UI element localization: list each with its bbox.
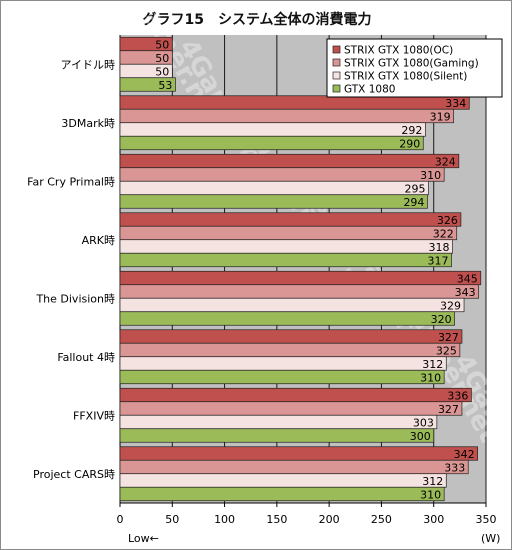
category-label: The Division時 <box>35 292 115 305</box>
bar <box>119 297 465 313</box>
bars: 5050505333431929229032431029529432632231… <box>119 36 482 502</box>
category-label: Project CARS時 <box>33 468 115 481</box>
legend-box <box>326 38 503 98</box>
bar-value-label: 322 <box>433 227 454 240</box>
bar-value-label: 50 <box>155 52 169 65</box>
tick-label: 200 <box>319 513 340 526</box>
legend-label: GTX 1080 <box>344 84 395 96</box>
bar <box>119 401 463 416</box>
bar-value-label: 50 <box>155 38 169 51</box>
legend-label: STRIX GTX 1080(OC) <box>344 45 453 57</box>
bar <box>119 239 453 254</box>
bar-value-label: 295 <box>404 182 425 195</box>
bar-value-label: 312 <box>422 358 443 371</box>
bar <box>119 446 478 461</box>
bar <box>119 329 463 344</box>
bar <box>119 180 429 196</box>
bar <box>119 428 435 443</box>
category-label: Fallout 4時 <box>57 351 115 364</box>
bar-value-label: 292 <box>401 124 422 137</box>
category-label: ARK時 <box>82 234 115 247</box>
bar <box>119 194 428 209</box>
bar-value-label: 336 <box>447 389 468 402</box>
legend-swatch <box>332 58 341 67</box>
bar-value-label: 310 <box>420 488 441 501</box>
bar-value-label: 318 <box>429 241 450 254</box>
bar-value-label: 329 <box>440 299 461 312</box>
bar-value-label: 326 <box>437 214 458 227</box>
bar <box>119 387 472 403</box>
bar-value-label: 342 <box>454 448 475 461</box>
bar <box>119 342 461 358</box>
bar-value-label: 303 <box>413 416 434 429</box>
bar-value-label: 333 <box>444 461 465 474</box>
legend-swatch <box>332 84 341 93</box>
legend-label: STRIX GTX 1080(Gaming) <box>344 58 479 70</box>
bar-value-label: 294 <box>403 196 424 209</box>
category-label: アイドル時 <box>61 58 115 71</box>
bar-value-label: 327 <box>438 331 459 344</box>
bar <box>119 356 447 371</box>
bar-value-label: 317 <box>427 254 448 267</box>
bar-value-label: 310 <box>420 371 441 384</box>
bar <box>119 414 438 430</box>
tick-label: 350 <box>476 513 497 526</box>
chart-title: グラフ15 システム全体の消費電力 <box>142 11 371 28</box>
bar-value-label: 290 <box>399 137 420 150</box>
bar <box>119 486 445 502</box>
bar <box>119 153 460 169</box>
bar <box>119 135 424 151</box>
bar <box>119 95 470 110</box>
bar <box>119 225 458 241</box>
bar <box>119 108 454 124</box>
tick-label: 150 <box>266 513 287 526</box>
category-label: Far Cry Primal時 <box>27 175 115 188</box>
bar <box>119 212 462 227</box>
bar <box>119 122 426 137</box>
legend: STRIX GTX 1080(OC)STRIX GTX 1080(Gaming)… <box>326 38 503 98</box>
bar <box>119 167 445 182</box>
bar <box>119 473 447 488</box>
bar <box>119 284 480 299</box>
bar-value-label: 312 <box>422 475 443 488</box>
bar <box>119 311 455 326</box>
bar-value-label: 343 <box>455 286 476 299</box>
tick-label: 250 <box>371 513 392 526</box>
bar-value-label: 345 <box>457 272 478 285</box>
bar-value-label: 324 <box>435 155 456 168</box>
category-labels: アイドル時 3DMark時 Far Cry Primal時 ARK時 The Divis… <box>27 58 115 481</box>
bar-value-label: 320 <box>431 313 452 326</box>
legend-swatch <box>332 71 341 80</box>
bar <box>119 369 445 385</box>
unit-label: (W) <box>481 532 500 545</box>
tick-label: 0 <box>117 513 124 526</box>
bar-value-label: 310 <box>420 169 441 182</box>
tick-label: 100 <box>214 513 235 526</box>
category-label: 3DMark時 <box>61 117 115 130</box>
bar-value-label: 53 <box>158 79 172 92</box>
bar <box>119 77 176 92</box>
bar-value-label: 334 <box>445 97 466 110</box>
category-label: FFXIV時 <box>73 409 115 422</box>
bar <box>119 270 482 286</box>
legend-label: STRIX GTX 1080(Silent) <box>344 71 467 83</box>
bar-value-label: 325 <box>436 344 457 357</box>
x-axis-ticks: 0 50 100 150 200 250 300 350 <box>117 503 497 526</box>
bar-value-label: 327 <box>438 403 459 416</box>
legend-swatch <box>332 45 341 54</box>
bar-value-label: 300 <box>410 430 431 443</box>
low-direction-label: Low← <box>128 532 159 545</box>
tick-label: 50 <box>165 513 179 526</box>
bar <box>119 252 452 268</box>
bar-value-label: 319 <box>430 110 451 123</box>
bar-value-label: 50 <box>155 65 169 78</box>
tick-label: 300 <box>423 513 444 526</box>
bar <box>119 459 469 475</box>
